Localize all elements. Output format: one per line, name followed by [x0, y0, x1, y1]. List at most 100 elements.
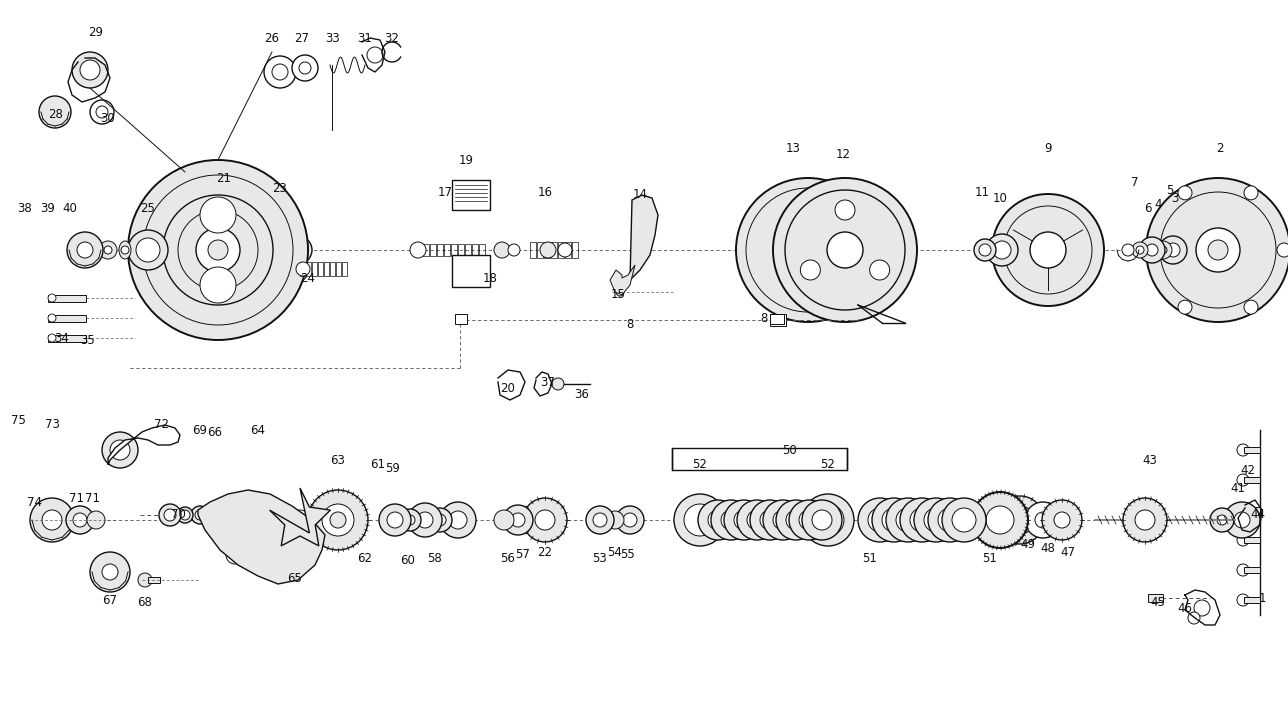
Bar	[565, 242, 571, 258]
Circle shape	[428, 508, 452, 532]
Text: 2: 2	[1216, 141, 1224, 155]
Text: 42: 42	[1240, 464, 1256, 476]
Circle shape	[1234, 512, 1249, 528]
Circle shape	[238, 504, 267, 532]
Circle shape	[164, 509, 176, 521]
Circle shape	[775, 500, 817, 540]
Circle shape	[911, 508, 934, 532]
Text: 46: 46	[1177, 601, 1193, 614]
Bar	[300, 262, 305, 276]
Bar	[148, 577, 160, 583]
Circle shape	[511, 513, 526, 527]
Text: 44: 44	[1251, 508, 1266, 522]
Circle shape	[927, 498, 972, 542]
Circle shape	[176, 507, 193, 523]
Circle shape	[207, 508, 222, 522]
Circle shape	[158, 504, 182, 526]
Circle shape	[164, 195, 273, 305]
Circle shape	[1208, 240, 1227, 260]
Circle shape	[868, 508, 893, 532]
Text: 18: 18	[483, 271, 497, 285]
Text: 15: 15	[611, 288, 626, 302]
Bar	[343, 262, 346, 276]
Circle shape	[504, 505, 533, 535]
Text: 54: 54	[608, 547, 622, 559]
Text: 10: 10	[993, 192, 1007, 204]
Circle shape	[296, 262, 310, 276]
Bar	[459, 244, 464, 256]
Bar	[1244, 537, 1260, 543]
Circle shape	[1135, 510, 1155, 530]
Circle shape	[290, 242, 307, 258]
Circle shape	[1139, 237, 1166, 263]
Bar	[48, 315, 86, 322]
Text: 11: 11	[975, 187, 989, 200]
Circle shape	[592, 513, 607, 527]
Circle shape	[1244, 186, 1258, 200]
Bar	[455, 314, 468, 324]
Text: 61: 61	[371, 459, 385, 471]
Circle shape	[48, 314, 55, 322]
Circle shape	[799, 510, 819, 530]
Bar	[529, 242, 536, 258]
Circle shape	[207, 240, 228, 260]
Text: 39: 39	[40, 202, 55, 214]
Text: 52: 52	[693, 459, 707, 471]
Bar	[318, 262, 323, 276]
Circle shape	[80, 60, 100, 80]
Circle shape	[1236, 594, 1249, 606]
Circle shape	[88, 511, 106, 529]
Text: 59: 59	[385, 462, 401, 474]
Circle shape	[711, 500, 751, 540]
Text: 37: 37	[541, 376, 555, 390]
Circle shape	[200, 267, 236, 303]
Polygon shape	[269, 488, 331, 546]
Circle shape	[535, 510, 555, 530]
Circle shape	[495, 242, 510, 258]
Circle shape	[440, 502, 477, 538]
Bar	[452, 180, 489, 210]
Circle shape	[802, 500, 842, 540]
Circle shape	[450, 511, 468, 529]
Circle shape	[605, 511, 623, 529]
Circle shape	[773, 510, 793, 530]
Text: 32: 32	[385, 31, 399, 45]
Bar	[558, 242, 564, 258]
Circle shape	[102, 432, 138, 468]
Circle shape	[367, 47, 383, 63]
Bar	[1148, 594, 1163, 602]
Bar	[307, 262, 310, 276]
Circle shape	[104, 246, 112, 254]
Circle shape	[194, 510, 205, 520]
Bar	[48, 335, 86, 342]
Text: 49: 49	[1020, 538, 1036, 552]
Circle shape	[1030, 232, 1066, 268]
Text: 64: 64	[250, 423, 265, 437]
Polygon shape	[611, 265, 635, 295]
Circle shape	[128, 230, 167, 270]
Bar	[1244, 447, 1260, 453]
Text: 17: 17	[438, 187, 452, 200]
Circle shape	[292, 55, 318, 81]
Circle shape	[77, 242, 93, 258]
Circle shape	[914, 498, 958, 542]
Circle shape	[1209, 508, 1234, 532]
Circle shape	[811, 510, 832, 530]
Text: 6: 6	[1144, 202, 1151, 214]
Circle shape	[952, 508, 976, 532]
Text: 34: 34	[54, 332, 70, 344]
Circle shape	[974, 239, 996, 261]
Text: 8: 8	[626, 319, 634, 332]
Circle shape	[616, 506, 644, 534]
Circle shape	[196, 228, 240, 272]
Circle shape	[540, 242, 556, 258]
Circle shape	[623, 513, 638, 527]
Text: 72: 72	[155, 418, 170, 432]
Bar	[325, 262, 328, 276]
Text: 66: 66	[207, 427, 223, 439]
Text: 25: 25	[140, 202, 156, 214]
Circle shape	[586, 506, 614, 534]
Circle shape	[1244, 300, 1258, 314]
Bar	[1244, 507, 1260, 513]
Circle shape	[1179, 186, 1191, 200]
